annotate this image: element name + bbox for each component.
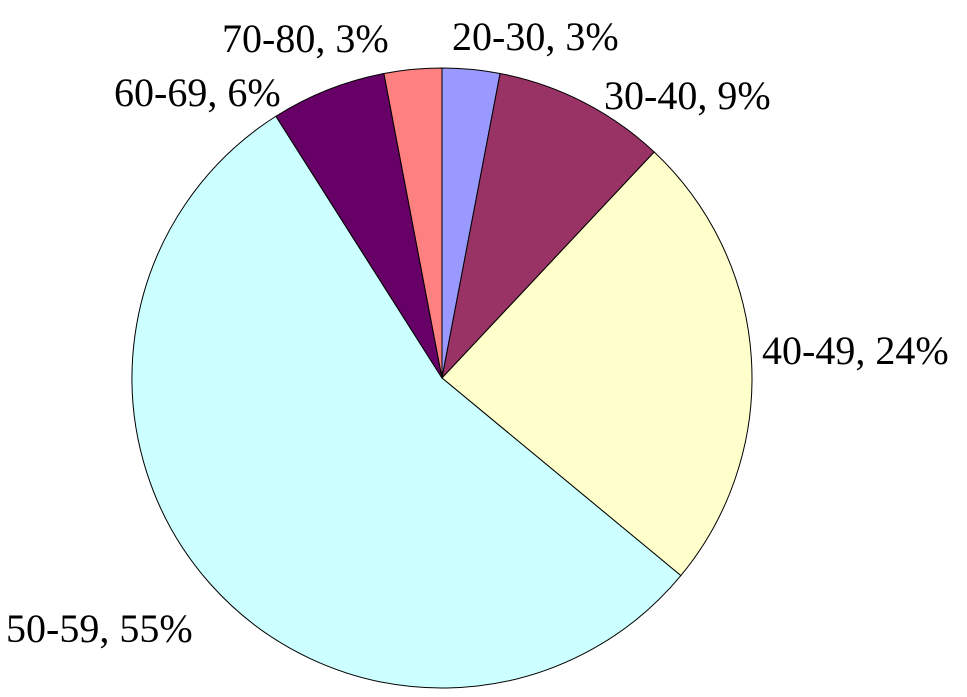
pie-label-50-59: 50-59, 55%	[6, 606, 193, 651]
pie-label-30-40: 30-40, 9%	[604, 73, 771, 118]
pie-slice-30-40	[441, 72, 655, 379]
pie-slices	[131, 67, 753, 689]
pie-labels: 20-30, 3% 30-40, 9% 40-49, 24% 50-59, 55% 60…	[6, 14, 949, 651]
pie-label-20-30: 20-30, 3%	[452, 14, 619, 59]
pie-label-60-69: 60-69, 6%	[114, 70, 281, 115]
pie-label-40-49: 40-49, 24%	[762, 328, 949, 373]
pie-label-70-80: 70-80, 3%	[222, 16, 389, 61]
pie-slice-40-49	[441, 151, 753, 577]
pie-slice-70-80	[383, 67, 443, 379]
pie-slice-50-59	[131, 115, 682, 689]
